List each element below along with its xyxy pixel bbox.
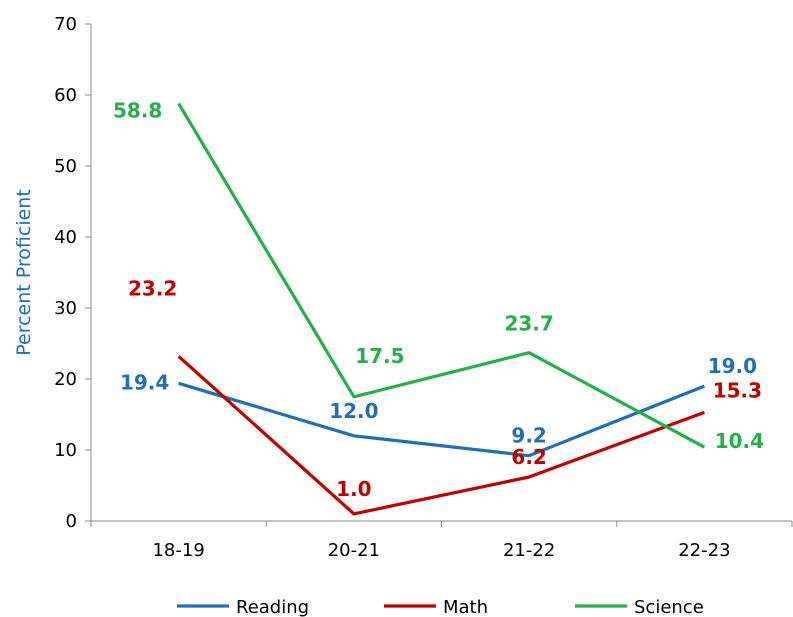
x-tick-label: 18-19	[152, 540, 204, 561]
data-label-science: 58.8	[113, 99, 162, 123]
series-line-math	[177, 355, 705, 516]
data-label-reading: 19.0	[708, 354, 757, 378]
x-tick-label: 20-21	[328, 540, 380, 561]
y-tick-label: 50	[54, 156, 77, 177]
y-axis-title: Percent Proficient	[13, 189, 35, 356]
series-lines	[177, 102, 706, 516]
y-tick-label: 40	[54, 227, 77, 248]
y-tick-label: 60	[54, 85, 77, 106]
data-label-reading: 12.0	[329, 399, 378, 423]
data-label-science: 23.7	[504, 312, 553, 336]
y-tick-label: 20	[54, 369, 77, 390]
series-line-science	[177, 102, 706, 449]
data-label-reading: 9.2	[511, 424, 546, 448]
legend: Reading Math Science	[177, 597, 704, 617]
legend-label-math: Math	[443, 597, 488, 617]
y-tick-label: 70	[54, 14, 77, 35]
series-line-reading	[178, 381, 705, 458]
x-tick-label: 21-22	[503, 540, 555, 561]
data-label-math: 23.2	[128, 276, 177, 300]
legend-label-science: Science	[634, 597, 704, 617]
data-labels: 19.4 12.0 9.2 19.0 23.2 1.0 6.2 15.3 58.8 17.5 23.…	[113, 99, 764, 501]
x-tick-label: 22-23	[678, 540, 730, 561]
data-label-reading: 19.4	[120, 370, 169, 394]
data-label-math: 15.3	[713, 378, 762, 402]
legend-label-reading: Reading	[236, 597, 309, 617]
data-label-science: 17.5	[355, 344, 404, 368]
data-label-science: 10.4	[715, 429, 764, 453]
y-tick-label: 30	[54, 298, 77, 319]
data-label-math: 6.2	[511, 445, 546, 469]
axes: 0 10 20 30 40 50 60 70 18-19 20-21 21-22 22-23	[54, 14, 793, 561]
y-tick-label: 10	[54, 440, 77, 461]
data-label-math: 1.0	[336, 477, 371, 501]
y-tick-label: 0	[66, 511, 77, 532]
